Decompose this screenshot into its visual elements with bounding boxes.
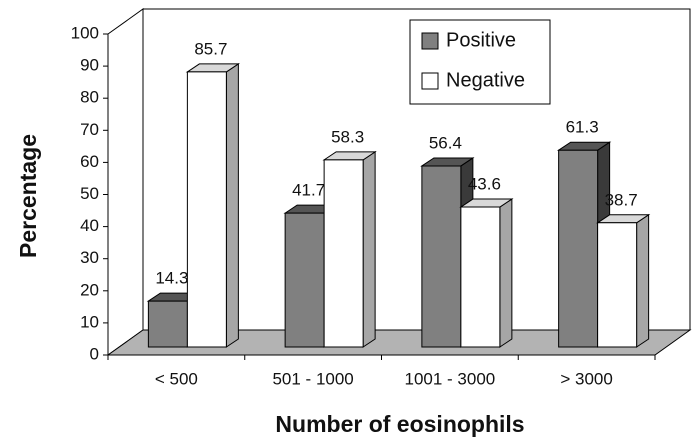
- y-tick-label: 0: [90, 344, 99, 363]
- bar-front: [597, 222, 638, 348]
- bar-side: [362, 150, 376, 348]
- bar-front: [558, 149, 599, 348]
- data-label: 56.4: [429, 133, 462, 152]
- y-tick-label: 60: [80, 152, 99, 171]
- y-tick-label: 90: [80, 56, 99, 75]
- bar-side: [636, 213, 650, 348]
- y-tick-label: 20: [80, 280, 99, 299]
- bar-side: [225, 62, 239, 348]
- y-tick-label: 80: [80, 88, 99, 107]
- legend-label: Positive: [446, 29, 516, 51]
- side-wall: [107, 8, 144, 356]
- legend-label: Negative: [446, 69, 525, 91]
- bar: [322, 150, 377, 348]
- bar-front: [421, 165, 462, 348]
- data-label: 14.3: [155, 269, 188, 288]
- x-tick-label: > 3000: [560, 369, 612, 388]
- data-label: 43.6: [468, 175, 501, 194]
- legend-swatch: [421, 72, 439, 90]
- data-label: 85.7: [194, 39, 227, 58]
- bar: [185, 62, 241, 348]
- bar: [459, 198, 514, 348]
- y-tick-label: 70: [80, 120, 99, 139]
- bar-side: [499, 198, 513, 348]
- bar-front: [460, 206, 501, 348]
- y-tick-label: 10: [80, 312, 99, 331]
- y-axis-title: Percentage: [15, 134, 41, 258]
- bar-front: [323, 159, 364, 348]
- bar-front: [284, 212, 325, 348]
- y-tick-label: 40: [80, 216, 99, 235]
- y-tick-label: 100: [71, 23, 99, 42]
- bar-front: [147, 300, 188, 348]
- data-label: 61.3: [566, 118, 599, 137]
- y-tick-label: 30: [80, 248, 99, 267]
- x-axis-title: Number of eosinophils: [275, 411, 524, 437]
- data-label: 38.7: [605, 190, 638, 209]
- data-label: 41.7: [292, 181, 325, 200]
- y-tick-label: 50: [80, 184, 99, 203]
- bar-front: [186, 71, 227, 348]
- x-tick-label: < 500: [155, 369, 198, 388]
- legend-swatch: [421, 32, 439, 50]
- x-tick-label: 501 - 1000: [272, 369, 353, 388]
- x-tick-label: 1001 - 3000: [405, 369, 496, 388]
- bar: [595, 213, 651, 348]
- data-label: 58.3: [331, 127, 364, 146]
